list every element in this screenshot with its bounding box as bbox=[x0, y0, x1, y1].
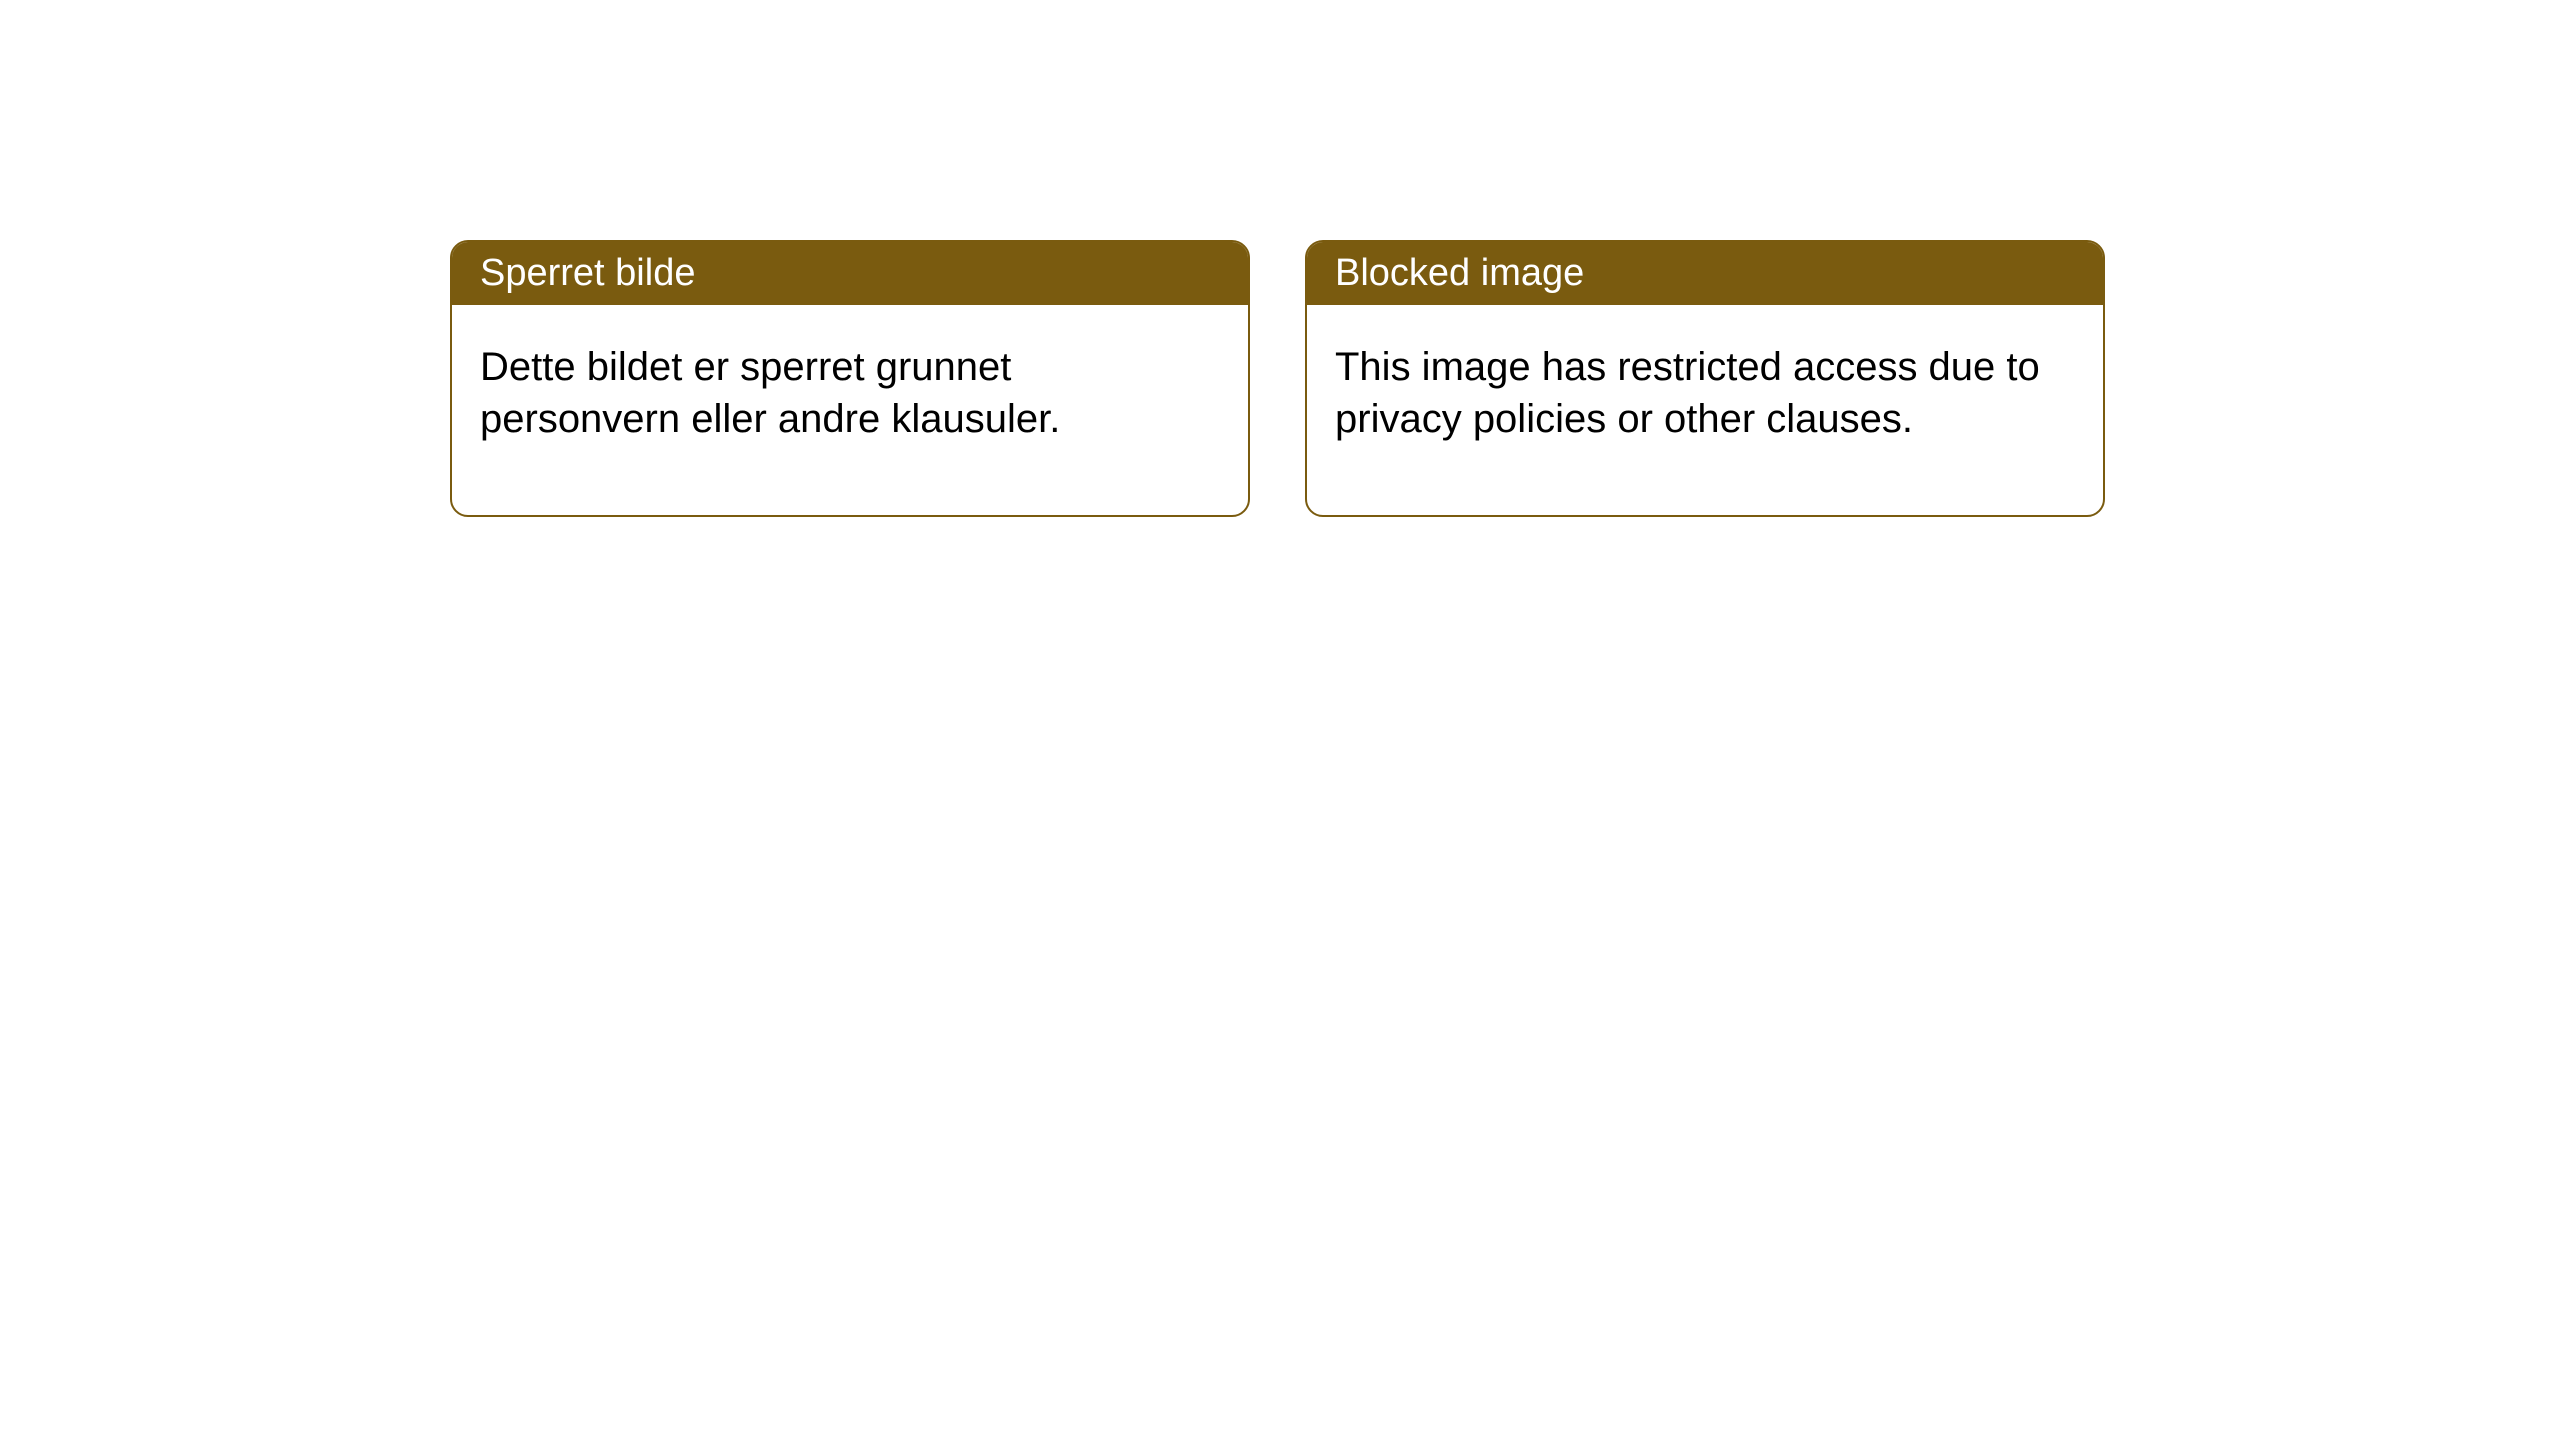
card-body-text: Dette bildet er sperret grunnet personve… bbox=[480, 345, 1060, 441]
card-body-text: This image has restricted access due to … bbox=[1335, 345, 2040, 441]
notice-cards-container: Sperret bilde Dette bildet er sperret gr… bbox=[450, 240, 2105, 517]
card-body: This image has restricted access due to … bbox=[1307, 305, 2103, 515]
notice-card-norwegian: Sperret bilde Dette bildet er sperret gr… bbox=[450, 240, 1250, 517]
card-body: Dette bildet er sperret grunnet personve… bbox=[452, 305, 1248, 515]
card-title: Blocked image bbox=[1335, 252, 1584, 294]
card-header: Sperret bilde bbox=[452, 242, 1248, 305]
card-header: Blocked image bbox=[1307, 242, 2103, 305]
card-title: Sperret bilde bbox=[480, 252, 695, 294]
notice-card-english: Blocked image This image has restricted … bbox=[1305, 240, 2105, 517]
